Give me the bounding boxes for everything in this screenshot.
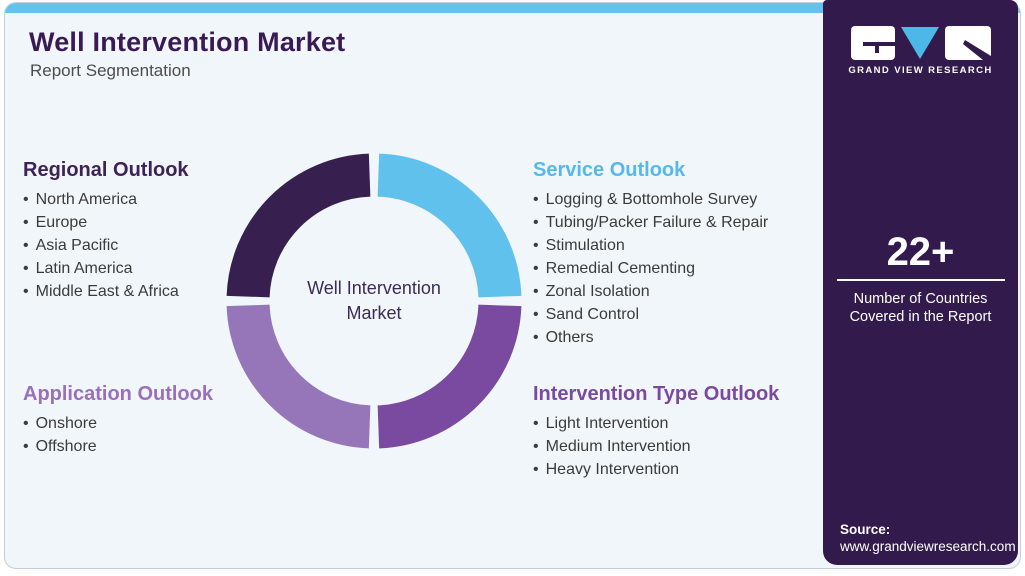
application-outlook-heading: Application Outlook <box>23 383 213 405</box>
logo-letter-g-icon <box>850 26 895 60</box>
list-item: Others <box>533 326 843 349</box>
section-application-outlook: Application Outlook Onshore Offshore <box>23 383 323 458</box>
stat-label-line1: Number of Countries <box>853 291 988 307</box>
gvr-logo: GRAND VIEW RESEARCH <box>823 26 1018 76</box>
donut-segment-service <box>377 153 522 298</box>
stat-value: 22+ <box>886 230 955 274</box>
section-intervention-type-outlook: Intervention Type Outlook Light Interven… <box>533 383 843 481</box>
donut-rings <box>226 153 522 449</box>
service-outlook-heading: Service Outlook <box>533 159 686 181</box>
list-item: Remedial Cementing <box>533 257 843 280</box>
source-label: Source: <box>840 522 891 537</box>
segmentation-donut-chart: Well Intervention Market <box>224 151 524 451</box>
page-title: Well Intervention Market <box>29 27 346 57</box>
donut-center-label-line1: Well Intervention <box>307 278 441 298</box>
donut-segment-intervention-type <box>377 304 522 449</box>
gvr-logo-glyphs <box>823 26 1018 60</box>
list-item: Light Intervention <box>533 412 843 435</box>
sidebar-panel: GRAND VIEW RESEARCH 22+ Number of Countr… <box>823 0 1018 565</box>
source-url: www.grandviewresearch.com <box>840 539 1016 554</box>
stat-label-line2: Covered in the Report <box>849 309 992 325</box>
list-item: Logging & Bottomhole Survey <box>533 188 843 211</box>
stat-label: Number of Countries Covered in the Repor… <box>823 290 1018 326</box>
donut-center-label: Well Intervention Market <box>224 151 524 451</box>
countries-stat: 22+ Number of Countries Covered in the R… <box>823 230 1018 326</box>
logo-letter-v-icon <box>900 27 939 59</box>
regional-outlook-list: North America Europe Asia Pacific Latin … <box>23 188 323 303</box>
list-item: Heavy Intervention <box>533 458 843 481</box>
application-outlook-list: Onshore Offshore <box>23 412 323 458</box>
list-item: North America <box>23 188 323 211</box>
source-block: Source: www.grandviewresearch.com <box>840 521 1016 555</box>
logo-caption: GRAND VIEW RESEARCH <box>848 65 993 76</box>
list-item: Medium Intervention <box>533 435 843 458</box>
logo-letter-r-icon <box>944 26 991 60</box>
list-item: Europe <box>23 211 323 234</box>
list-item: Middle East & Africa <box>23 280 323 303</box>
section-service-outlook: Service Outlook Logging & Bottomhole Sur… <box>533 159 843 349</box>
list-item: Latin America <box>23 257 323 280</box>
service-outlook-list: Logging & Bottomhole Survey Tubing/Packe… <box>533 188 843 349</box>
intervention-type-outlook-heading: Intervention Type Outlook <box>533 383 780 405</box>
intervention-type-outlook-list: Light Intervention Medium Intervention H… <box>533 412 843 481</box>
page-subtitle: Report Segmentation <box>30 61 191 80</box>
top-accent-bar <box>5 3 1020 13</box>
list-item: Onshore <box>23 412 323 435</box>
list-item: Asia Pacific <box>23 234 323 257</box>
section-regional-outlook: Regional Outlook North America Europe As… <box>23 159 323 303</box>
list-item: Zonal Isolation <box>533 280 843 303</box>
list-item: Offshore <box>23 435 323 458</box>
regional-outlook-heading: Regional Outlook <box>23 159 189 181</box>
list-item: Tubing/Packer Failure & Repair <box>533 211 843 234</box>
list-item: Stimulation <box>533 234 843 257</box>
donut-segment-regional <box>226 153 371 298</box>
donut-segment-application <box>226 304 371 449</box>
list-item: Sand Control <box>533 303 843 326</box>
stat-divider <box>836 279 1005 281</box>
donut-center-label-line2: Market <box>346 303 402 323</box>
